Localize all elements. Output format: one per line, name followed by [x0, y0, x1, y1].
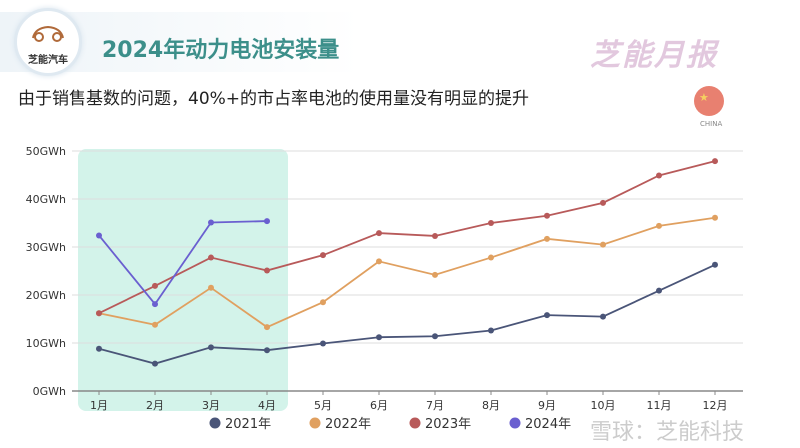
data-point	[152, 321, 158, 328]
data-point	[712, 261, 718, 268]
x-tick-label: 12月	[703, 399, 728, 412]
subtitle: 由于销售基数的问题，40%+的市占率电池的使用量没有明显的提升	[18, 89, 530, 109]
x-tick-label: 7月	[426, 399, 444, 412]
data-point	[264, 324, 270, 331]
series-line	[98, 263, 716, 365]
y-tick-label: 0GWh	[33, 385, 66, 398]
legend-marker	[409, 417, 421, 429]
data-point	[544, 212, 550, 219]
x-tick-label: 5月	[314, 399, 332, 412]
data-point	[488, 327, 494, 334]
data-point	[208, 284, 214, 291]
logo-text: 芝能汽车	[28, 55, 68, 66]
x-tick-label: 2月	[146, 399, 164, 412]
data-point	[376, 230, 382, 237]
data-point	[544, 312, 550, 319]
watermark: 雪球：芝能科技	[590, 420, 745, 445]
data-point	[96, 232, 102, 239]
flag-label: CHINA	[700, 120, 723, 128]
data-point	[264, 218, 270, 225]
series-line	[98, 216, 716, 329]
data-point	[432, 333, 438, 340]
data-point	[320, 299, 326, 306]
x-tick-label: 10月	[591, 399, 616, 412]
series-line	[98, 220, 268, 306]
x-tick-label: 9月	[538, 399, 556, 412]
data-point	[600, 313, 606, 320]
data-point	[488, 220, 494, 226]
series-2023年	[96, 158, 718, 317]
data-point	[656, 222, 662, 229]
x-tick-label: 6月	[370, 399, 388, 412]
data-point	[152, 282, 158, 289]
data-point	[712, 214, 718, 221]
legend-label: 2021年	[225, 417, 271, 432]
data-point	[600, 241, 606, 248]
x-tick-label: 1月	[90, 399, 108, 412]
data-point	[432, 271, 438, 278]
y-tick-label: 20GWh	[26, 289, 66, 302]
data-point	[320, 340, 326, 347]
data-point	[656, 287, 662, 294]
data-point	[208, 254, 214, 261]
data-point	[264, 347, 270, 354]
data-point	[320, 252, 326, 259]
legend-marker	[509, 417, 521, 429]
data-point	[656, 172, 662, 179]
page-title: 2024年动力电池安装量	[102, 38, 340, 63]
data-point	[600, 199, 606, 206]
legend-label: 2023年	[425, 417, 471, 432]
legend-marker	[209, 417, 221, 429]
data-point	[376, 334, 382, 341]
data-point	[152, 360, 158, 367]
y-tick-label: 40GWh	[26, 193, 66, 206]
data-point	[544, 235, 550, 242]
series-2021年	[96, 261, 718, 367]
data-point	[96, 345, 102, 352]
y-tick-label: 50GWh	[26, 145, 66, 158]
x-tick-label: 8月	[482, 399, 500, 412]
x-tick-label: 4月	[258, 399, 276, 412]
logo: 芝能汽车	[14, 8, 82, 76]
data-point	[208, 219, 214, 226]
data-point	[488, 254, 494, 261]
china-flag-icon: ★	[694, 86, 724, 116]
x-tick-label: 3月	[202, 399, 220, 412]
data-point	[432, 232, 438, 239]
data-point	[152, 301, 158, 308]
car-logo-icon	[32, 25, 64, 42]
y-tick-label: 10GWh	[26, 337, 66, 350]
series-line	[98, 160, 716, 315]
highlight-region	[78, 149, 288, 411]
brand-mark: 芝能月报	[590, 38, 718, 73]
y-tick-label: 30GWh	[26, 241, 66, 254]
data-point	[712, 158, 718, 165]
data-point	[96, 310, 102, 317]
data-point	[376, 258, 382, 265]
x-tick-label: 11月	[647, 399, 672, 412]
series-2024年	[96, 218, 270, 308]
data-point	[208, 344, 214, 351]
legend-label: 2022年	[325, 417, 371, 432]
data-point	[264, 267, 270, 274]
legend-marker	[309, 417, 321, 429]
legend-label: 2024年	[525, 417, 571, 432]
